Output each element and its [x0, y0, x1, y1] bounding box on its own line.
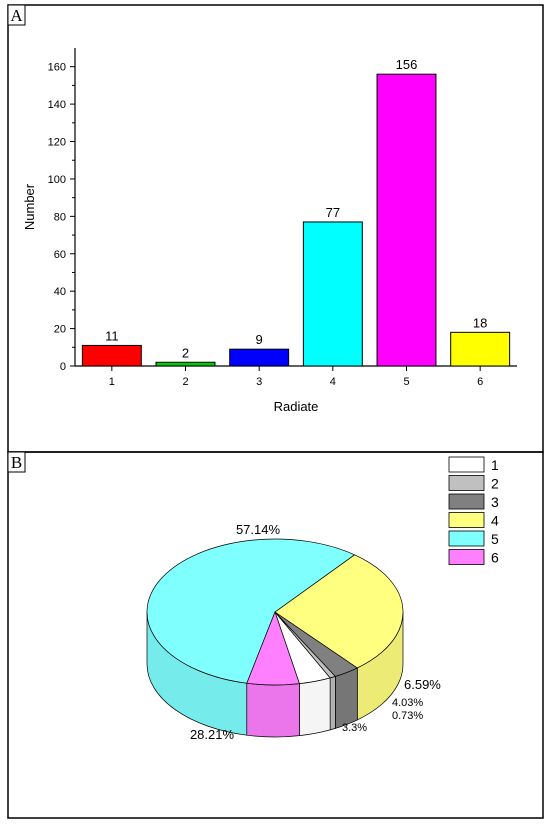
pie-value-label-2: 0.73% — [392, 710, 423, 722]
x-tick-label: 6 — [477, 376, 483, 388]
x-tick-label: 4 — [330, 376, 336, 388]
y-tick-label: 120 — [48, 137, 66, 149]
legend-label-2: 2 — [491, 476, 499, 492]
panel-b: B 4.03%0.73% 3.3% 28.21% 57.14% 6.59% 1 2 3 4 5 6 — [7, 451, 544, 819]
bar-3 — [229, 348, 290, 367]
bar-value-label: 9 — [256, 332, 263, 347]
y-tick-label: 60 — [54, 249, 66, 261]
legend-swatch-5 — [448, 530, 485, 547]
pie-legend: 1 2 3 4 5 6 — [448, 456, 499, 566]
legend-swatch-3 — [448, 493, 485, 510]
pie-slice-4 — [274, 554, 404, 669]
panel-a-tag: A — [10, 6, 23, 25]
y-tick-label: 160 — [48, 62, 66, 74]
pie-chart — [146, 538, 404, 738]
pie-side-1 — [299, 677, 331, 737]
legend-label-1: 1 — [491, 457, 499, 473]
pie-value-label-4: 28.21% — [190, 727, 235, 742]
bar-2 — [155, 361, 216, 367]
panel-b-border — [7, 451, 544, 819]
y-tick-label: 80 — [54, 211, 66, 223]
pie-value-label-6: 6.59% — [404, 677, 441, 692]
bar-1 — [81, 344, 142, 367]
pie-slice-5 — [146, 538, 356, 684]
y-tick-label: 0 — [60, 361, 66, 373]
bar-value-label: 156 — [396, 57, 418, 72]
y-tick-label: 20 — [54, 324, 66, 336]
bar-4 — [302, 221, 363, 367]
x-tick-label: 3 — [256, 376, 262, 388]
legend-label-5: 5 — [491, 531, 499, 547]
bar-value-label: 18 — [473, 315, 487, 330]
bar-marks: 11 2 9 77 156 18 — [81, 57, 511, 367]
legend-swatch-1 — [448, 456, 485, 473]
y-axis-title: Number — [22, 183, 37, 230]
y-tick-label: 40 — [54, 286, 66, 298]
bar-axes: 0 20 40 60 80 100 120 140 160 1 2 3 4 5 6 — [48, 48, 517, 388]
pie-value-label-1: 4.03% — [392, 697, 423, 709]
y-tick-label: 140 — [48, 99, 66, 111]
bar-value-label: 11 — [105, 328, 119, 343]
panel-a-tag-box — [7, 4, 26, 26]
legend-swatch-6 — [448, 549, 485, 565]
bar-value-label: 2 — [182, 345, 189, 360]
pie-value-labels: 4.03%0.73% 3.3% 28.21% 57.14% 6.59% — [190, 522, 441, 742]
legend-label-3: 3 — [491, 494, 499, 510]
bar-5 — [376, 73, 437, 367]
pie-slice-6 — [246, 610, 300, 686]
panel-b-tag-box — [7, 451, 26, 473]
legend-swatch-4 — [448, 512, 485, 528]
pie-side-2 — [329, 675, 336, 731]
legend-swatch-2 — [448, 475, 485, 491]
pie-value-label-5: 57.14% — [236, 522, 281, 537]
y-tick-label: 100 — [48, 174, 66, 186]
legend-label-6: 6 — [491, 550, 499, 566]
panel-b-tag: B — [11, 453, 22, 472]
legend-label-4: 4 — [491, 513, 499, 529]
x-tick-label: 5 — [403, 376, 409, 388]
pie-value-label-3: 3.3% — [342, 722, 367, 734]
bar-6 — [450, 331, 511, 367]
x-axis-title: Radiate — [274, 399, 319, 414]
x-tick-label: 1 — [109, 376, 115, 388]
pie-side-3 — [335, 667, 358, 729]
x-tick-label: 2 — [182, 376, 188, 388]
pie-side-6 — [246, 682, 300, 738]
bar-value-label: 77 — [326, 205, 340, 220]
